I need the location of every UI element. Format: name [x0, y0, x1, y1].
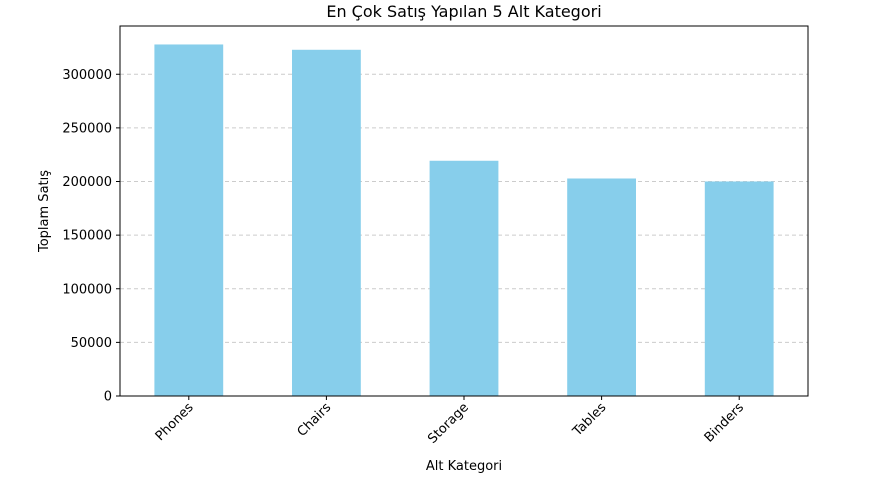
- x-axis-title: Alt Kategori: [426, 459, 502, 474]
- chart-title: En Çok Satış Yapılan 5 Alt Kategori: [326, 2, 601, 21]
- y-tick-label: 0: [104, 390, 112, 405]
- bar-tables: [567, 178, 636, 396]
- x-tick-label: Binders: [702, 400, 748, 446]
- bar-binders: [704, 181, 774, 396]
- y-tick-label: 250000: [62, 121, 112, 136]
- y-tick-label: 50000: [71, 336, 112, 351]
- bar-phones: [154, 44, 224, 396]
- y-axis-title: Toplam Satış: [37, 170, 52, 253]
- bar-chairs: [292, 49, 361, 396]
- y-axis-ticks: 0 50000 100000 150000 200000 250000 300000: [62, 68, 120, 405]
- y-tick-label: 300000: [62, 68, 112, 83]
- x-tick-label: Phones: [153, 400, 197, 444]
- x-tick-label: Tables: [570, 400, 610, 440]
- y-tick-label: 200000: [62, 175, 112, 190]
- x-tick-label: Chairs: [295, 400, 335, 440]
- x-axis-ticks: Phones Chairs Storage Tables Binders: [153, 396, 747, 447]
- x-tick-label: Storage: [425, 400, 472, 447]
- y-tick-label: 150000: [62, 229, 112, 244]
- bar-storage: [429, 160, 499, 396]
- bars: [154, 44, 774, 396]
- y-tick-label: 100000: [62, 282, 112, 297]
